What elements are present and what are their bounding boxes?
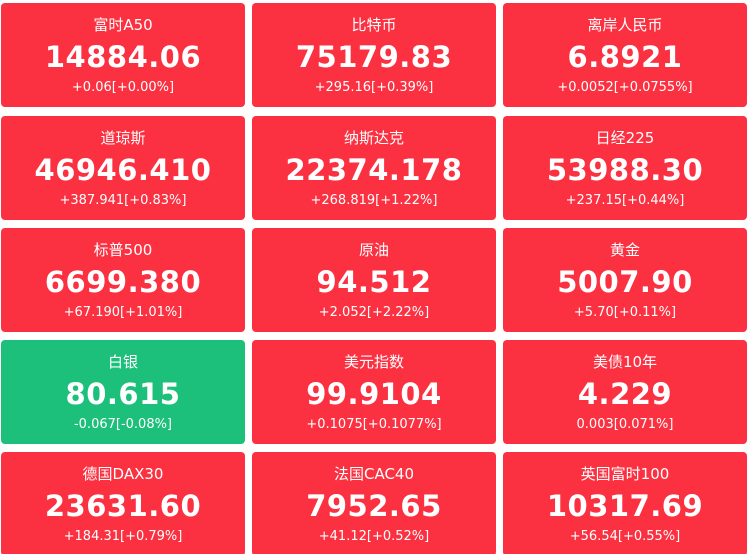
quote-name: 标普500 (93, 241, 153, 259)
quote-name: 美元指数 (343, 353, 404, 371)
quote-change: -0.067[-0.08%] (73, 417, 173, 432)
quote-change: +184.31[+0.79%] (63, 529, 183, 544)
quote-change: +0.06[+0.00%] (71, 80, 175, 95)
quote-price: 94.512 (316, 265, 432, 299)
quote-name: 比特币 (351, 16, 397, 34)
quote-tile[interactable]: 原油 94.512 +2.052[+2.22%] (252, 228, 496, 332)
quote-price: 5007.90 (557, 265, 693, 299)
quote-price: 4.229 (577, 377, 673, 411)
quote-price: 23631.60 (44, 489, 202, 523)
quote-name: 黄金 (609, 241, 640, 259)
quote-name: 白银 (107, 353, 138, 371)
quote-name: 道琼斯 (100, 129, 146, 147)
quote-name: 原油 (358, 241, 389, 259)
quote-name: 离岸人民币 (587, 16, 663, 34)
quote-name: 纳斯达克 (343, 129, 404, 147)
quote-tile[interactable]: 法国CAC40 7952.65 +41.12[+0.52%] (252, 452, 496, 554)
quote-price: 10317.69 (546, 489, 704, 523)
quote-price: 6699.380 (44, 265, 202, 299)
quote-name: 德国DAX30 (82, 465, 164, 483)
quote-change: +0.0052[+0.0755%] (557, 80, 693, 95)
quote-change: +0.1075[+0.1077%] (306, 417, 442, 432)
quote-change: +5.70[+0.11%] (573, 305, 677, 320)
quote-tile[interactable]: 英国富时100 10317.69 +56.54[+0.55%] (503, 452, 747, 554)
quote-tile[interactable]: 白银 80.615 -0.067[-0.08%] (1, 340, 245, 444)
quote-price: 22374.178 (285, 153, 463, 187)
quote-change: 0.003[0.071%] (576, 417, 674, 432)
quote-tile[interactable]: 美元指数 99.9104 +0.1075[+0.1077%] (252, 340, 496, 444)
quote-tile[interactable]: 标普500 6699.380 +67.190[+1.01%] (1, 228, 245, 332)
quote-change: +268.819[+1.22%] (310, 193, 438, 208)
quote-change: +67.190[+1.01%] (63, 305, 183, 320)
quote-name: 法国CAC40 (333, 465, 415, 483)
quote-price: 14884.06 (44, 40, 202, 74)
quote-price: 99.9104 (306, 377, 442, 411)
quote-tile[interactable]: 黄金 5007.90 +5.70[+0.11%] (503, 228, 747, 332)
quote-change: +2.052[+2.22%] (318, 305, 430, 320)
quote-price: 53988.30 (546, 153, 704, 187)
quote-change: +237.15[+0.44%] (565, 193, 685, 208)
quote-price: 7952.65 (306, 489, 442, 523)
quote-price: 46946.410 (34, 153, 212, 187)
quote-tile[interactable]: 美债10年 4.229 0.003[0.071%] (503, 340, 747, 444)
quote-change: +387.941[+0.83%] (59, 193, 187, 208)
quote-tile[interactable]: 道琼斯 46946.410 +387.941[+0.83%] (1, 116, 245, 220)
quote-tile[interactable]: 日经225 53988.30 +237.15[+0.44%] (503, 116, 747, 220)
quote-price: 75179.83 (295, 40, 453, 74)
quote-name: 富时A50 (93, 16, 153, 34)
quote-name: 美债10年 (592, 353, 658, 371)
quote-tile[interactable]: 离岸人民币 6.8921 +0.0052[+0.0755%] (503, 3, 747, 107)
quote-name: 日经225 (595, 129, 655, 147)
quote-change: +295.16[+0.39%] (314, 80, 434, 95)
quote-tile[interactable]: 富时A50 14884.06 +0.06[+0.00%] (1, 3, 245, 107)
quote-price: 80.615 (65, 377, 181, 411)
quote-change: +41.12[+0.52%] (318, 529, 430, 544)
quote-tile[interactable]: 德国DAX30 23631.60 +184.31[+0.79%] (1, 452, 245, 554)
quote-name: 英国富时100 (580, 465, 670, 483)
quote-tile[interactable]: 纳斯达克 22374.178 +268.819[+1.22%] (252, 116, 496, 220)
quote-change: +56.54[+0.55%] (569, 529, 681, 544)
quote-tile[interactable]: 比特币 75179.83 +295.16[+0.39%] (252, 3, 496, 107)
quote-price: 6.8921 (567, 40, 683, 74)
